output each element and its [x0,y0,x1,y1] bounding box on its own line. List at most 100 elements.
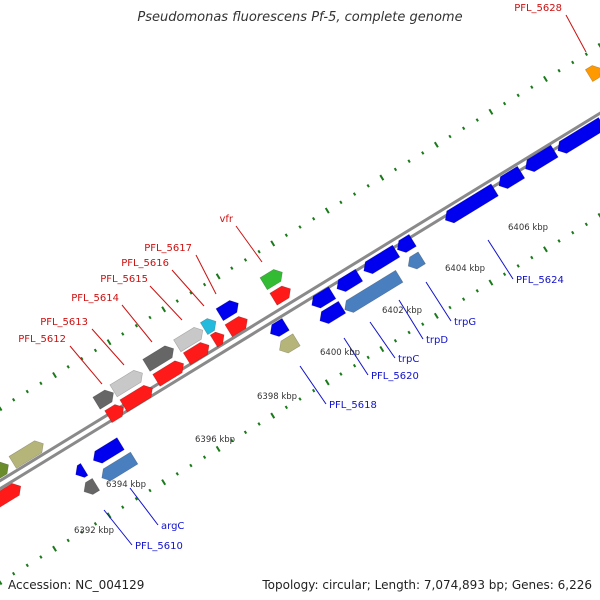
kbp-label: 6396 kbp [195,435,235,445]
gene-5620b[interactable] [316,300,347,327]
gene-label[interactable]: PFL_5618 [329,400,377,411]
gene-5615[interactable] [173,324,207,353]
minor-tick [25,563,29,568]
kbp-label: 6406 kbp [508,223,548,233]
major-tick [324,207,330,214]
minor-tick [298,225,302,229]
kbp-label: 6400 kbp [320,348,360,358]
gene-5616[interactable] [199,315,219,336]
gene-label[interactable]: PFL_5624 [516,275,564,286]
gene-5628[interactable] [584,62,600,83]
gene-vfrb[interactable] [269,283,294,306]
minor-tick [93,348,98,353]
minor-tick [121,332,125,336]
minor-tick [202,282,207,287]
gene-label[interactable]: PFL_5613 [40,317,88,328]
gene-label[interactable]: PFL_5616 [121,258,169,269]
gene-5624[interactable] [442,183,499,226]
gene-5624c[interactable] [522,144,559,175]
gene-label[interactable]: vfr [219,214,233,225]
major-tick [543,75,548,82]
minor-tick [516,93,520,98]
minor-tick [584,52,588,57]
leader-line [91,328,125,366]
gene-5618[interactable] [267,317,290,339]
gene-trpC[interactable] [333,268,364,295]
gene-argCb[interactable] [98,451,139,484]
minor-tick [12,571,16,576]
gene-label[interactable]: PFL_5628 [514,3,562,14]
major-tick [488,279,494,286]
major-tick [433,141,439,148]
leader-line [129,487,159,526]
gene-trpG[interactable] [394,233,417,255]
gene-5624d[interactable] [554,117,600,156]
gene-5620[interactable] [308,286,337,311]
gene-label[interactable]: trpC [398,354,419,365]
major-tick [106,339,112,346]
gene-left-red[interactable] [0,480,24,509]
leader-line [299,365,327,405]
gene-5610[interactable] [72,463,89,480]
gene-label[interactable]: PFL_5615 [100,274,148,285]
minor-tick [257,249,261,254]
gene-label[interactable]: trpG [454,317,476,328]
minor-tick [530,85,534,89]
gene-features[interactable] [0,62,600,509]
accession-text: Accession: NC_004129 [8,578,145,592]
minor-tick [571,230,575,235]
gene-labels[interactable]: PFL_5612 PFL_5613 PFL_5614 PFL_5615 PFL_5616… [18,3,564,552]
minor-tick [502,101,507,106]
gene-label[interactable]: argC [161,521,184,532]
leader-line [369,321,396,359]
major-tick [52,372,57,379]
major-tick [215,445,221,452]
gene-trpGb[interactable] [405,251,426,272]
gene-label[interactable]: PFL_5614 [71,293,119,304]
gene-5613b[interactable] [119,382,156,413]
gene-5617[interactable] [215,297,242,322]
minor-tick [393,167,398,172]
major-tick [215,273,221,280]
gene-trpD[interactable] [360,244,401,277]
gene-5616b[interactable] [209,329,228,348]
gene-5612b[interactable] [104,401,128,424]
gene-5618b[interactable] [276,333,301,356]
leader-line [235,225,263,263]
gene-label[interactable]: trpD [426,335,448,346]
minor-tick [462,297,466,301]
gene-5614b[interactable] [152,358,188,387]
gene-label[interactable]: PFL_5612 [18,334,66,345]
gene-argC[interactable] [90,437,125,467]
minor-tick [421,322,425,326]
minor-tick [230,438,234,443]
minor-tick [421,151,425,155]
major-tick [161,479,167,486]
minor-tick [407,159,411,163]
gene-trpCb[interactable] [341,269,404,315]
minor-tick [475,289,479,293]
major-tick [379,174,385,181]
minor-tick [189,463,193,468]
minor-tick [148,315,152,320]
gene-5613[interactable] [109,367,146,398]
minor-tick [571,60,575,65]
gene-5614[interactable] [142,343,178,372]
gene-5612[interactable] [92,387,117,410]
gene-label[interactable]: PFL_5610 [135,541,183,552]
gene-label[interactable]: PFL_5620 [371,371,419,382]
gene-5624b[interactable] [495,165,526,192]
gene-vfr[interactable] [259,266,286,291]
minor-tick [312,216,316,221]
gene-5610b[interactable] [80,477,101,497]
strand-line-outer [0,111,600,483]
minor-tick [339,200,343,205]
gene-5617b[interactable] [224,313,251,338]
gene-label[interactable]: PFL_5617 [144,243,192,254]
gene-5615b[interactable] [182,339,212,366]
gene-left-olivedark[interactable] [0,459,12,482]
gene-left-olive[interactable] [8,438,47,469]
major-tick [488,108,494,115]
minor-tick [121,505,125,509]
minor-tick [557,68,561,73]
